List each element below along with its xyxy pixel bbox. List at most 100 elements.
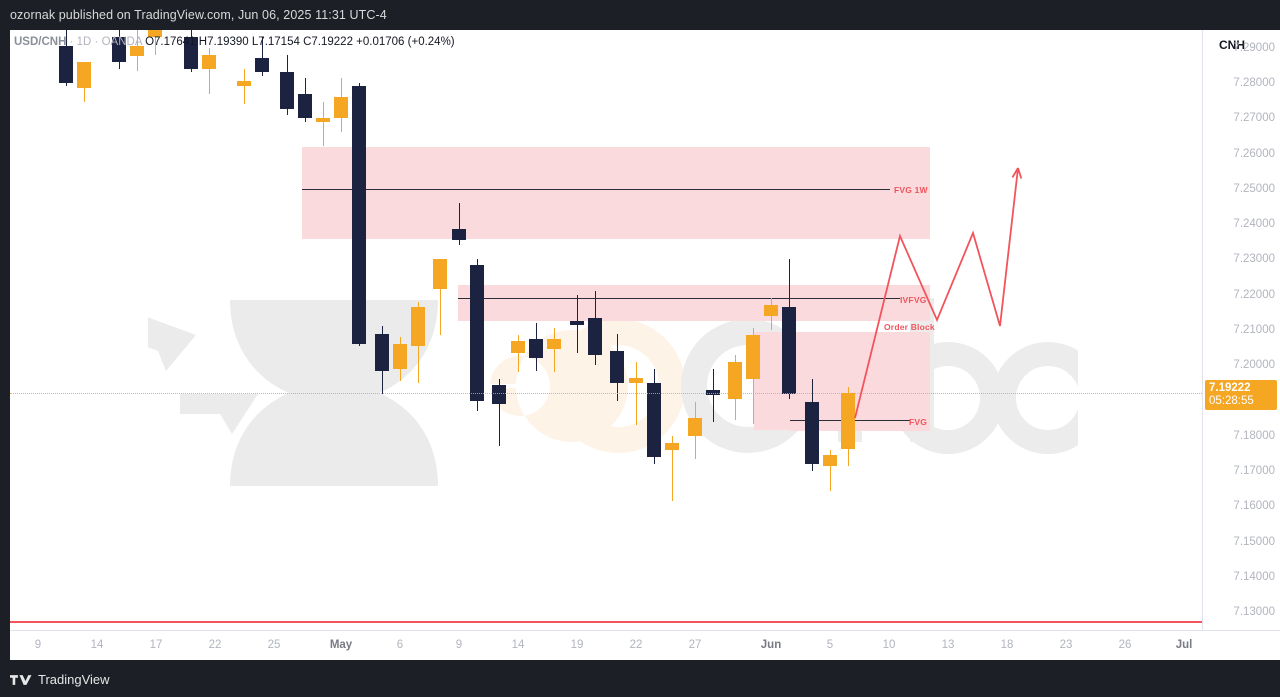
candle-body[interactable] [184,37,198,69]
legend-open-label: O [145,36,155,48]
candle-body[interactable] [77,61,91,89]
publish-bar: ozornak published on TradingView.com, Ju… [0,0,1280,30]
candle-body[interactable] [148,30,162,38]
price-tick-7.20000: 7.20000 [1233,359,1275,372]
time-tick-10: 10 [882,639,896,651]
candle-body[interactable] [764,305,778,316]
time-tick-26: 26 [1118,639,1132,651]
candle-body[interactable] [647,382,661,458]
candle-wick [209,47,210,94]
candle-body[interactable] [255,58,269,73]
candle-body[interactable] [470,264,484,401]
candle-body[interactable] [375,333,389,371]
candle-body[interactable] [688,418,702,436]
time-tick-May: May [329,639,353,651]
time-tick-27: 27 [688,639,702,651]
candle-wick [554,328,555,373]
zone-line-fvg-1w [302,189,890,190]
candle-body[interactable] [452,229,466,240]
time-tick-18: 18 [1000,639,1014,651]
candle-wick [459,202,460,246]
price-projection-arrow [854,167,1023,419]
candle-body[interactable] [112,37,126,62]
time-tick-14: 14 [511,639,525,651]
candle-wick [830,450,831,491]
price-tick-7.26000: 7.26000 [1233,147,1275,160]
price-axis[interactable]: CNH 7.29000 7.28000 7.27000 7.26000 7.25000 7… [1202,30,1280,630]
price-tick-7.18000: 7.18000 [1233,429,1275,442]
price-tick-7.15000: 7.15000 [1233,535,1275,548]
legend-close-value: 7.19222 [311,36,353,48]
tradingview-logo[interactable]: TradingView [10,672,110,687]
projection-arrowhead [1011,167,1023,179]
chart-legend: USD/CNH · 1D · OANDA O7.17641 H7.19390 L… [14,36,455,48]
price-tick-7.13000: 7.13000 [1233,606,1275,619]
candle-body[interactable] [547,338,561,350]
zone-fvg-1w[interactable] [302,147,930,239]
legend-low-value: 7.17154 [258,36,300,48]
candle-body[interactable] [823,455,837,466]
time-axis[interactable]: 9 14 17 22 25 May 6 9 14 19 22 27 Jun 5 10 13 18 23 26 Jul [10,630,1280,661]
candle-body[interactable] [529,338,543,359]
candle-body[interactable] [629,377,643,383]
candle-body[interactable] [746,335,760,380]
price-tick-7.22000: 7.22000 [1233,288,1275,301]
candle-body[interactable] [130,45,144,57]
price-tick-7.29000: 7.29000 [1233,41,1275,54]
time-tick-22: 22 [208,639,222,651]
candle-body[interactable] [393,344,407,369]
time-tick-25: 25 [267,639,281,651]
candle-body[interactable] [492,384,506,405]
candle-wick [262,37,263,76]
price-tick-7.14000: 7.14000 [1233,571,1275,584]
tradingview-brand-label: TradingView [38,672,110,687]
current-price-badge[interactable]: 7.19222 05:28:55 [1205,379,1277,410]
candle-body[interactable] [334,97,348,119]
candle-body[interactable] [433,259,447,290]
price-tick-7.21000: 7.21000 [1233,324,1275,336]
current-price-value: 7.19222 [1209,381,1251,394]
candle-body[interactable] [59,45,73,83]
legend-change: +0.01706 (+0.24%) [356,36,455,48]
time-tick-23: 23 [1059,639,1073,651]
zone-label-fvg-1w: FVG 1W [894,185,928,195]
candle-wick [155,30,156,55]
price-tick-7.24000: 7.24000 [1233,218,1275,231]
legend-sep-2: · [94,36,99,48]
price-tick-7.28000: 7.28000 [1233,76,1275,89]
candle-body[interactable] [610,351,624,383]
zone-line-ivfvg [458,298,900,299]
candle-body[interactable] [298,93,312,119]
candle-body[interactable] [352,86,366,345]
bottom-bar [0,660,1280,697]
time-tick-19: 19 [570,639,584,651]
price-tick-7.23000: 7.23000 [1233,253,1275,266]
candle-body[interactable] [588,317,602,355]
candle-body[interactable] [665,442,679,450]
current-price-line [10,392,1202,394]
time-tick-17: 17 [149,639,163,651]
price-tick-7.27000: 7.27000 [1233,112,1275,125]
candle-body[interactable] [782,307,796,394]
candle-body[interactable] [202,54,216,69]
tradingview-mark-icon [10,674,32,685]
chart-plot-area[interactable]: USD/CNH · 1D · OANDA O7.17641 H7.19390 L… [10,30,1202,630]
candle-body[interactable] [316,118,330,122]
price-tick-7.16000: 7.16000 [1233,500,1275,513]
candle-wick [672,435,673,502]
zone-ivfvg[interactable] [458,285,930,321]
time-tick-14: 14 [90,639,104,651]
time-tick-9: 9 [455,639,463,651]
currency-badge: CNH [1211,35,1253,55]
candle-body[interactable] [805,402,819,465]
candle-body[interactable] [511,340,525,353]
legend-interval[interactable]: 1D [76,36,92,48]
candle-wick [244,68,245,105]
candle-body[interactable] [570,321,584,325]
legend-low-label: L [251,36,259,48]
candle-body[interactable] [411,307,425,346]
price-tick-7.17000: 7.17000 [1233,465,1275,478]
candle-body[interactable] [237,81,251,87]
candle-body[interactable] [841,392,855,449]
candle-body[interactable] [280,72,294,110]
